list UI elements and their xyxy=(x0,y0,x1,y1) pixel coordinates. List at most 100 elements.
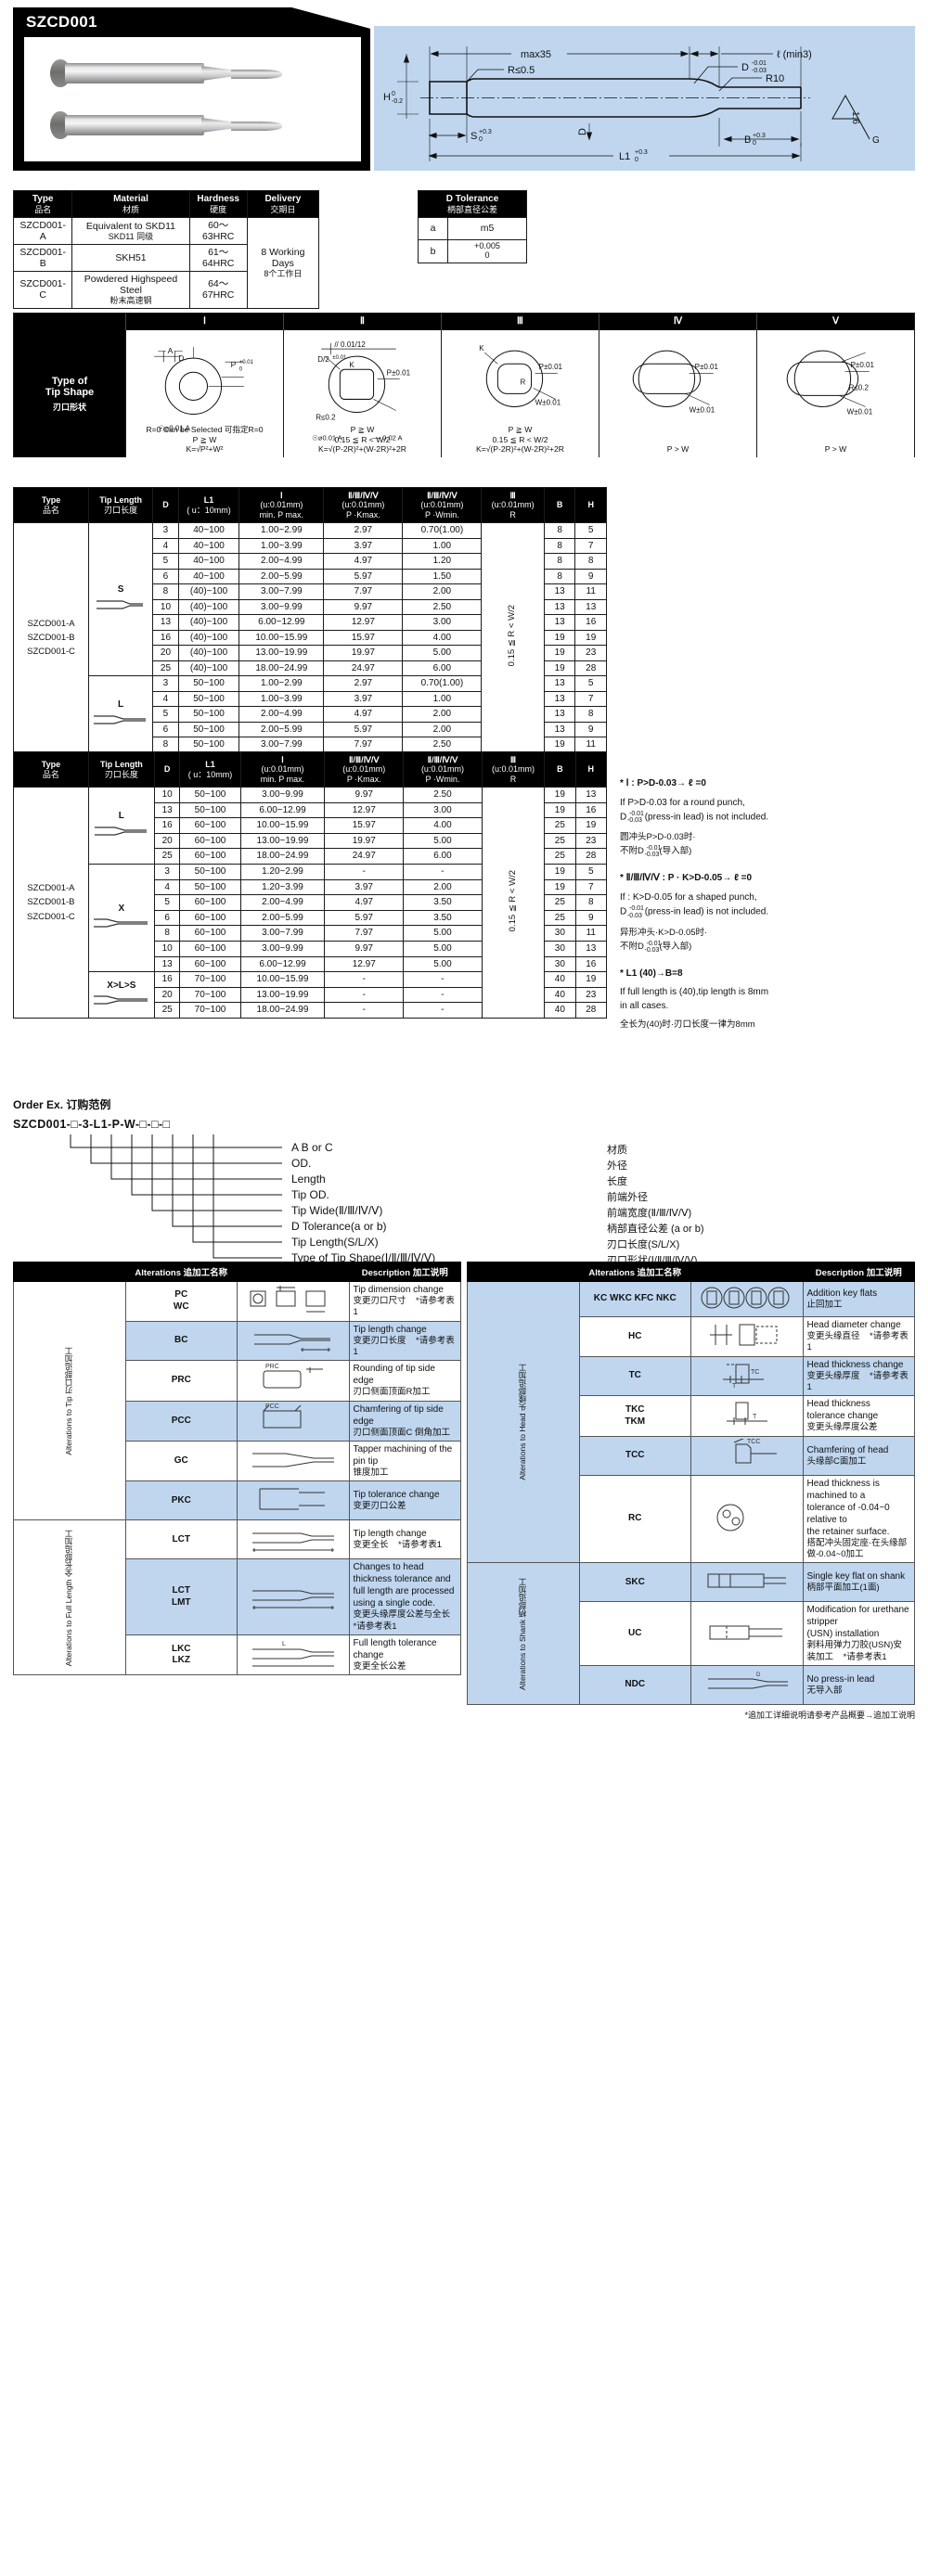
cell-h: 7 xyxy=(574,537,607,555)
cell-pk: 3.97 xyxy=(324,878,405,896)
cell-pk: 12.97 xyxy=(324,955,405,973)
table-row: a m5 xyxy=(418,216,527,240)
alteration-figure-icon xyxy=(237,1441,350,1482)
cell-d: 4 xyxy=(152,537,179,555)
cell-d: 10 xyxy=(153,940,181,957)
cell-d: 6 xyxy=(153,909,181,927)
dim-L1-tol-top: +0.3 xyxy=(635,149,648,156)
cell-d: 20 xyxy=(153,986,181,1004)
cell-l1: (40)~100 xyxy=(177,598,240,616)
cell-b: 30 xyxy=(544,955,576,973)
tip-shape-note-5: P > W xyxy=(824,444,847,455)
cell-pw: 0.70(1.00) xyxy=(402,522,483,539)
alteration-figure-icon xyxy=(690,1562,804,1603)
svg-text:K: K xyxy=(349,361,354,369)
cell-h: 9 xyxy=(574,568,607,585)
cell-pw: 6.00 xyxy=(402,660,483,677)
table-row: 8 (40)~100 3.00~7.99 7.97 2.00 13 11 xyxy=(14,583,607,600)
punch-taper xyxy=(201,118,233,133)
cell-tip-length: X>L>S xyxy=(87,971,155,1019)
alteration-figure-icon: D xyxy=(690,1665,804,1706)
cell-h: 8 xyxy=(574,894,608,911)
cell-h: 16 xyxy=(574,801,608,819)
alteration-description: Tip tolerance change 变更刃口公差 xyxy=(348,1480,461,1521)
cell-pk: - xyxy=(324,986,405,1004)
alteration-code: BC xyxy=(124,1320,238,1362)
cell-i: 13.00~19.99 xyxy=(238,645,325,661)
table-header-row: Alterations 追加工名称 Description 加工说明 xyxy=(467,1262,915,1282)
cell-h: 16 xyxy=(574,614,607,631)
cell-pk: 3.97 xyxy=(323,537,404,555)
cell-d: 25 xyxy=(153,848,181,865)
cell-pw: 1.00 xyxy=(402,690,483,708)
th-I: Ⅰ (u:0.01mm) min. P max. xyxy=(239,750,326,788)
table-row: 13 60~100 6.00~12.99 12.97 5.00 30 16 xyxy=(14,955,608,973)
table-header-row: Type 品名 Tip Length 刃口长度 D L1( u：10mm) Ⅰ (u:… xyxy=(13,750,608,788)
cell-d: 3 xyxy=(153,864,181,880)
cell-h: 7 xyxy=(574,690,607,708)
dim-B-tol-bot: 0 xyxy=(753,140,756,147)
cell-pk: 24.97 xyxy=(323,660,404,677)
tip-shape-note-3: P ≧ W 0.15 ≦ R < W/2 K=√(P-2R)²+(W-2R)²+… xyxy=(475,424,565,455)
cell-i: 3.00~7.99 xyxy=(238,737,325,753)
cell-pk: 19.97 xyxy=(324,832,405,850)
cell-b: 13 xyxy=(543,598,576,616)
svg-text:P±0.01: P±0.01 xyxy=(539,363,563,371)
svg-text:P±0.01: P±0.01 xyxy=(851,361,875,369)
svg-text:R≤0.2: R≤0.2 xyxy=(849,383,870,391)
cell-pk: 9.97 xyxy=(324,787,405,803)
dim-S-tol-bot: 0 xyxy=(479,136,483,143)
header-section: SZCD001 xyxy=(0,0,928,178)
cell-l1: (40)~100 xyxy=(177,614,240,631)
th-d-tolerance: D Tolerance 柄部直径公差 xyxy=(418,190,527,218)
cell-pw: 5.00 xyxy=(403,832,483,850)
cell-h: 5 xyxy=(574,864,608,880)
th-pk: Ⅱ/Ⅲ/Ⅳ/Ⅴ (u:0.01mm) P ·Kmax. xyxy=(323,486,404,524)
cell-value-a: m5 xyxy=(447,216,527,240)
cell-material: SKH51 xyxy=(71,243,190,273)
table-row: 8 60~100 3.00~7.99 7.97 5.00 30 11 xyxy=(14,925,608,942)
svg-text:T: T xyxy=(732,1383,737,1390)
tip-shape-col-3: Ⅲ xyxy=(441,314,599,330)
order-legend-zh: 长度 xyxy=(607,1176,627,1187)
cell-i: 2.00~5.99 xyxy=(238,568,325,585)
cell-i: 3.00~9.99 xyxy=(239,787,326,803)
cell-d: 5 xyxy=(152,553,179,570)
th-h: H xyxy=(574,750,608,788)
th-l1: L1( u：10mm) xyxy=(179,750,241,788)
cell-material: Powdered Highspeed Steel 粉末高速钢 xyxy=(71,271,190,309)
cell-b: 8 xyxy=(543,568,576,585)
cell-h: 11 xyxy=(574,925,608,942)
cell-d: 8 xyxy=(152,583,179,600)
svg-text:K: K xyxy=(479,344,484,352)
cell-b: 19 xyxy=(543,645,576,661)
cell-pw: 2.00 xyxy=(402,721,483,738)
cell-r-formula: 0.15 ≦ R < W/2 xyxy=(481,787,546,1019)
alteration-figure-icon: TC T xyxy=(690,1355,804,1397)
alteration-code: SKC xyxy=(578,1562,691,1603)
cell-l1: (40)~100 xyxy=(177,583,240,600)
cell-pk: 5.97 xyxy=(323,568,404,585)
list-item: NDC D No press-in lead 无导入部 xyxy=(468,1665,915,1706)
table-row: SZCD001-A SZCD001-B SZCD001-C S 3 40~100 1.00~… xyxy=(12,522,607,753)
list-item: TKC TKM T Head thickness tolerance change 变更… xyxy=(468,1395,915,1437)
punch-shank xyxy=(65,63,204,83)
dim-D-tol-bot: -0.03 xyxy=(752,68,767,74)
dim-D-center: D xyxy=(577,128,588,135)
cell-b: 8 xyxy=(543,537,576,555)
table-row: X>L>S 16 70~100 10.00~15.99- -40 19 xyxy=(14,971,608,1019)
cell-b: 13 xyxy=(543,675,576,692)
alteration-description: Tip dimension change 变更刃口尺寸 *请参考表1 xyxy=(348,1281,461,1322)
cell-pw: 2.50 xyxy=(402,737,483,753)
alterations-right-column: Alterations 追加工名称 Description 加工说明 Alter… xyxy=(467,1262,915,1706)
cell-h: 28 xyxy=(574,660,607,677)
technical-drawing: max35 ℓ (min3) R≤0.5 D -0.01 -0.03 R10 H… xyxy=(374,26,915,171)
table-row: 20 70~100 13.00~19.99- -40 23 xyxy=(14,986,608,1004)
tip-shape-label: Type of Tip Shape 刃口形状 xyxy=(14,330,125,457)
cell-tip-length: L xyxy=(88,675,154,753)
cell-pk: - xyxy=(324,1002,405,1019)
spec-table-a: Type 品名 Tip Length 刃口长度 D L1( u：10mm) Ⅰ (u:… xyxy=(12,486,607,753)
order-legend-zh: 柄部直径公差 (a or b) xyxy=(607,1224,704,1235)
alteration-code: LCT LMT xyxy=(124,1558,238,1636)
cell-h: 19 xyxy=(574,817,608,834)
